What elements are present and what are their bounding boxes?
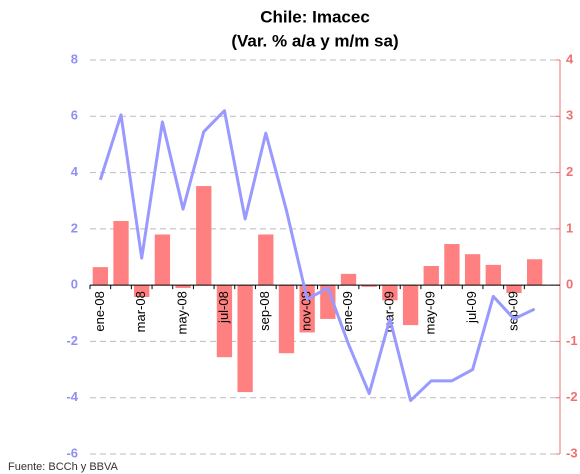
bar [320, 285, 336, 319]
y-tick-label: 0 [71, 277, 78, 292]
bar [196, 186, 212, 286]
line [98, 109, 536, 403]
y-tick-label: 8 [71, 51, 78, 66]
bar [134, 285, 150, 297]
x-tick-label: sep-08 [257, 291, 272, 331]
y2-tick-label: 1 [566, 220, 573, 235]
y-tick-label: 2 [71, 220, 78, 235]
chart-title: Chile: Imacec [260, 7, 370, 26]
bar [485, 264, 501, 286]
bar [154, 234, 171, 286]
bar [382, 285, 398, 301]
bar [464, 254, 481, 286]
x-tick-label: may-09 [423, 291, 438, 334]
x-tick-label: ene-09 [340, 291, 355, 331]
bar [92, 267, 108, 286]
x-tick-label: mar-08 [133, 291, 148, 332]
x-tick-label: jul-08 [216, 291, 231, 324]
bar [216, 285, 233, 358]
bar [527, 259, 543, 286]
y2-tick-label: 3 [566, 108, 573, 123]
x-tick-label: mar-09 [381, 291, 396, 332]
x-tick-label: nov-08 [299, 291, 314, 331]
bar [258, 234, 274, 286]
bar [278, 285, 295, 354]
y-tick-label: -2 [66, 333, 78, 348]
chart-subtitle: (Var. % a/a y m/m sa) [231, 31, 398, 50]
y-tick-label: -6 [66, 445, 78, 460]
bar [423, 266, 439, 286]
bar [361, 285, 377, 287]
x-tick-label: ene-08 [92, 291, 107, 331]
x-tick-label: jul-09 [464, 291, 479, 324]
bar [506, 285, 522, 294]
bar [237, 285, 253, 393]
bar [402, 285, 419, 326]
y-tick-label: 4 [71, 164, 79, 179]
bar [113, 220, 129, 286]
source-note: Fuente: BCCh y BBVA [8, 461, 119, 473]
bar [175, 285, 191, 288]
y-tick-label: 6 [71, 108, 78, 123]
y2-tick-label: 4 [566, 51, 574, 66]
bar [340, 273, 357, 286]
y2-tick-label: -3 [566, 445, 578, 460]
x-tick-label: may-08 [175, 291, 190, 334]
bar [444, 244, 460, 286]
x-tick-label: sep-09 [505, 291, 520, 331]
y2-tick-label: 0 [566, 277, 573, 292]
y2-tick-label: 2 [566, 164, 573, 179]
y2-tick-label: -1 [566, 333, 578, 348]
y-tick-label: -4 [66, 389, 78, 404]
y2-tick-label: -2 [566, 389, 578, 404]
